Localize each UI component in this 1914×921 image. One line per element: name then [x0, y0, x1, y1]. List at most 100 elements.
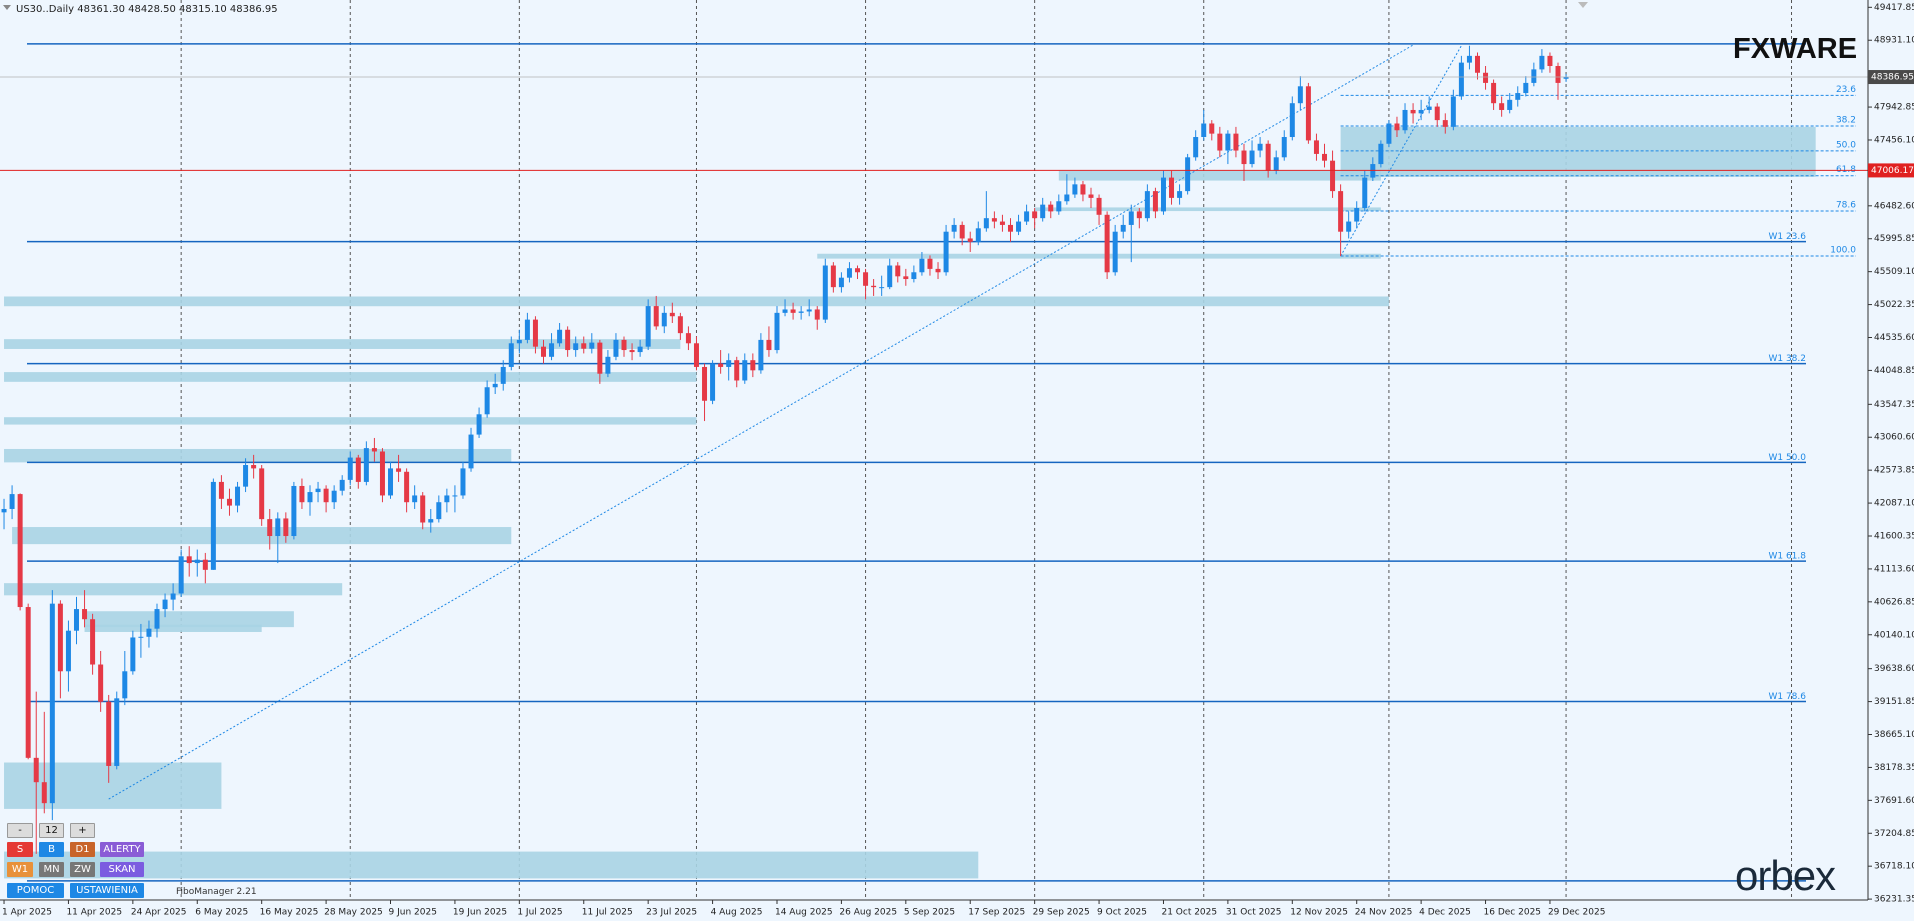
candle-body	[1265, 143, 1271, 171]
alerts-button[interactable]: ALERTY	[100, 842, 144, 857]
y-tick-label: 40626.85	[1874, 597, 1914, 607]
x-tick-label: 1 Jul 2025	[517, 908, 562, 918]
help-button[interactable]: POMOC	[7, 883, 64, 898]
candle-body	[1128, 211, 1134, 225]
x-tick-label: 9 Oct 2025	[1097, 908, 1147, 918]
candle-body	[935, 268, 941, 273]
candle-body	[927, 258, 933, 269]
settings-button[interactable]: USTAWIENIA	[70, 883, 144, 898]
sell-button[interactable]: S	[7, 842, 33, 857]
candle-body	[460, 468, 466, 496]
candle-body	[549, 343, 555, 357]
y-tick-label: 45995.85	[1874, 234, 1914, 244]
candle-body	[1225, 133, 1231, 151]
scan-button[interactable]: SKAN	[100, 862, 144, 877]
y-tick-label: 39151.85	[1874, 697, 1914, 707]
candle-body	[693, 343, 699, 367]
x-tick-label: 26 Aug 2025	[839, 908, 897, 918]
candle-body	[468, 434, 474, 469]
timeframe-w1-button[interactable]: W1	[7, 862, 33, 877]
candle-body	[911, 272, 917, 280]
y-tick-label: 42573.85	[1874, 466, 1914, 476]
timeframe-mn-button[interactable]: MN	[39, 862, 64, 877]
candle-body	[661, 312, 667, 327]
candle-body	[621, 339, 627, 351]
orbex-logo: orbex	[1735, 852, 1836, 899]
candle-body	[613, 339, 619, 357]
candle-body	[194, 559, 200, 564]
candle-body	[25, 607, 31, 758]
candle-body	[1426, 106, 1432, 110]
fxware-logo: FXWARE	[1733, 33, 1858, 65]
y-tick-label: 49417.85	[1874, 3, 1914, 13]
zone	[4, 417, 697, 425]
candle-body	[1402, 109, 1408, 131]
candle-body	[967, 238, 973, 242]
timeframe-d1-button[interactable]: D1	[70, 842, 95, 857]
y-tick-label: 46482.60	[1874, 201, 1914, 211]
y-tick-label: 45509.10	[1874, 267, 1914, 277]
candle-body	[1112, 231, 1118, 273]
x-tick-label: 1 Apr 2025	[2, 908, 52, 918]
chart-title: US30..Daily 48361.30 48428.50 48315.10 4…	[16, 4, 278, 15]
level-label: W1 38.2	[1768, 354, 1806, 364]
x-tick-label: 21 Oct 2025	[1161, 908, 1217, 918]
candle-body	[114, 698, 120, 766]
candle-body	[540, 346, 546, 357]
candle-body	[669, 312, 675, 317]
candle-body	[758, 339, 764, 371]
y-tick-label: 41600.35	[1874, 531, 1914, 541]
zoom-level[interactable]: 12	[39, 823, 64, 838]
candle-body	[331, 490, 337, 503]
candle-body	[557, 329, 563, 344]
zoom-out-button[interactable]: -	[7, 823, 33, 838]
level-label: W1 50.0	[1768, 453, 1806, 463]
candle-body	[975, 228, 981, 242]
y-tick-label: 39638.60	[1874, 664, 1914, 674]
candle-body	[235, 486, 241, 506]
zone	[4, 448, 512, 463]
x-tick-label: 9 Jun 2025	[389, 908, 437, 918]
candle-body	[1177, 191, 1183, 198]
zw-button[interactable]: ZW	[70, 862, 95, 877]
candle-body	[1120, 224, 1126, 232]
candle-body	[122, 671, 128, 699]
candle-body	[339, 479, 345, 491]
candle-body	[267, 519, 273, 537]
candle-body	[1539, 55, 1545, 70]
y-tick-label: 48931.10	[1874, 36, 1914, 46]
y-tick-label: 43060.60	[1874, 433, 1914, 443]
x-tick-label: 19 Jun 2025	[453, 908, 507, 918]
candle-body	[1394, 123, 1400, 131]
zoom-in-button[interactable]: +	[70, 823, 95, 838]
candle-body	[243, 465, 249, 487]
fibo-label: 78.6	[1836, 201, 1856, 211]
candle-body	[814, 309, 820, 320]
zone	[4, 339, 681, 349]
candle-body	[1442, 120, 1448, 127]
zone	[4, 762, 222, 809]
level-label: W1 61.8	[1768, 552, 1806, 562]
candle-body	[597, 342, 603, 374]
candle-body	[1515, 93, 1521, 100]
candle-body	[726, 360, 732, 367]
candle-body	[98, 664, 104, 702]
candle-body	[484, 387, 490, 415]
candle-body	[943, 231, 949, 273]
y-tick-label: 42087.10	[1874, 499, 1914, 509]
buy-button[interactable]: B	[39, 842, 64, 857]
candle-body	[1289, 103, 1295, 138]
candle-body	[33, 757, 39, 783]
candle-body	[170, 593, 176, 600]
candle-body	[1458, 62, 1464, 97]
zone	[12, 527, 512, 545]
candle-body	[589, 342, 595, 349]
candle-body	[1378, 143, 1384, 165]
candle-body	[1007, 224, 1013, 232]
candle-body	[1466, 55, 1472, 63]
candle-body	[1201, 123, 1207, 138]
candle-body	[1330, 160, 1336, 192]
x-tick-label: 16 May 2025	[260, 908, 319, 918]
candle-body	[1531, 69, 1537, 83]
